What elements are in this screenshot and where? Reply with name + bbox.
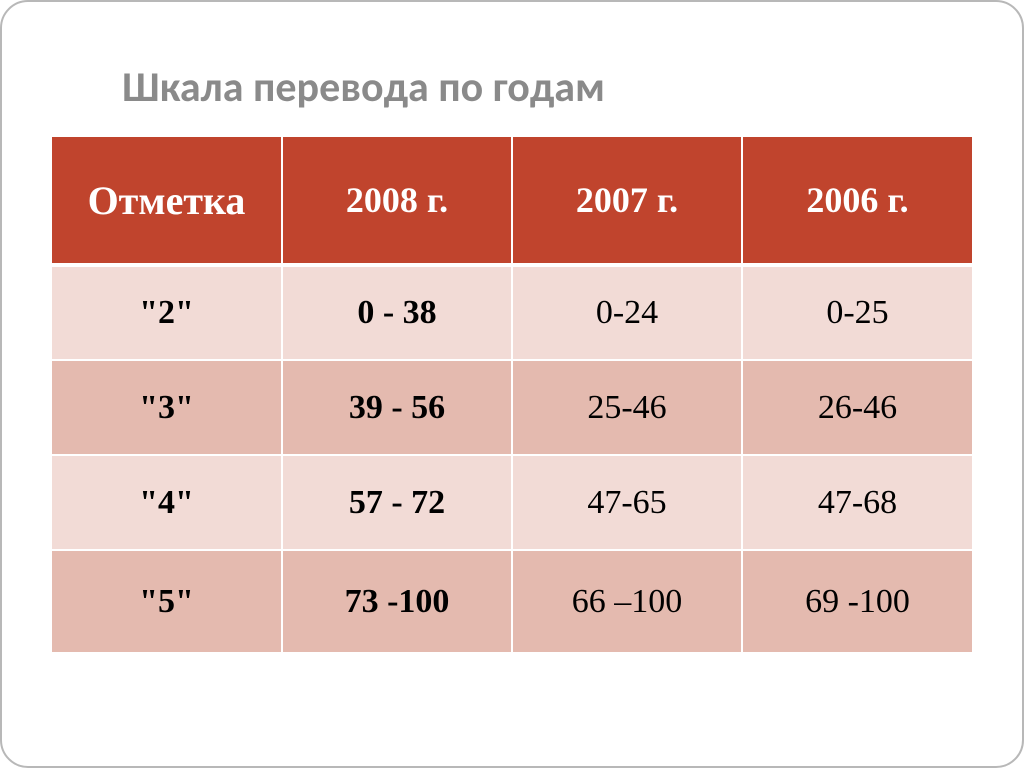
table-cell: 0 - 38 (282, 265, 512, 360)
table-cell: "4" (52, 455, 282, 550)
table-cell: 73 -100 (282, 550, 512, 652)
table-body: "2"0 - 380-240-25"3"39 - 5625-4626-46"4"… (52, 265, 972, 652)
table-header-cell: 2008 г. (282, 137, 512, 265)
slide-title: Шкала перевода по годам (52, 62, 972, 113)
table-cell: 0-25 (742, 265, 972, 360)
table-cell: 39 - 56 (282, 360, 512, 455)
table-cell: 25-46 (512, 360, 742, 455)
table-row: "2"0 - 380-240-25 (52, 265, 972, 360)
table-cell: 47-68 (742, 455, 972, 550)
table-cell: 26-46 (742, 360, 972, 455)
table-header-cell: 2006 г. (742, 137, 972, 265)
table-header-cell: 2007 г. (512, 137, 742, 265)
table-cell: 57 - 72 (282, 455, 512, 550)
slide-container: Шкала перевода по годам Отметка 2008 г. … (0, 0, 1024, 768)
table-cell: 66 –100 (512, 550, 742, 652)
table-cell: 69 -100 (742, 550, 972, 652)
table-header-cell: Отметка (52, 137, 282, 265)
table-row: "4"57 - 7247-6547-68 (52, 455, 972, 550)
table-cell: 0-24 (512, 265, 742, 360)
table-cell: 47-65 (512, 455, 742, 550)
table-cell: "5" (52, 550, 282, 652)
table-row: "5"73 -10066 –10069 -100 (52, 550, 972, 652)
table-row: "3"39 - 5625-4626-46 (52, 360, 972, 455)
data-table: Отметка 2008 г. 2007 г. 2006 г. "2"0 - 3… (52, 137, 972, 652)
table-cell: "3" (52, 360, 282, 455)
table-header-row: Отметка 2008 г. 2007 г. 2006 г. (52, 137, 972, 265)
table-cell: "2" (52, 265, 282, 360)
